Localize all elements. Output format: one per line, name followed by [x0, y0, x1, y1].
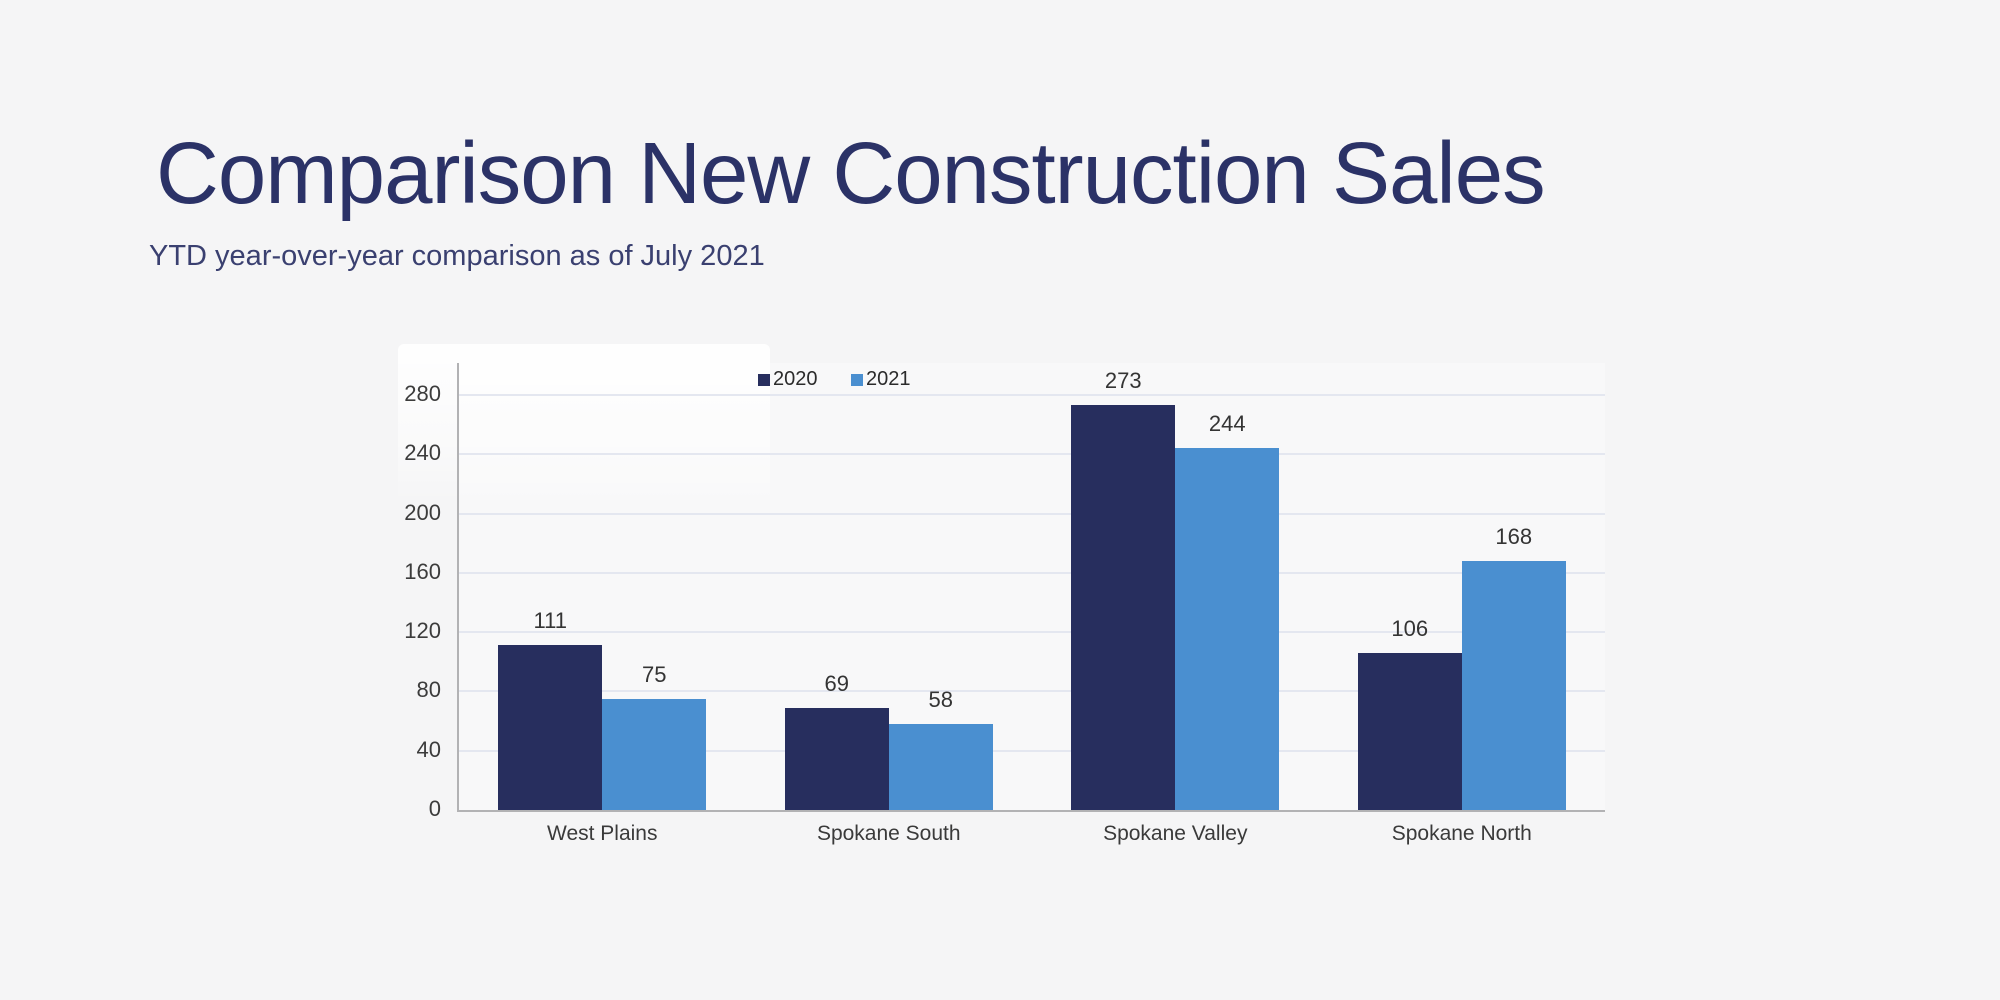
y-tick-label: 200 [404, 499, 441, 525]
legend-swatch-2020 [758, 374, 770, 386]
bar-value-label: 58 [928, 687, 953, 713]
bar-value-label: 106 [1391, 615, 1429, 641]
grid-line [459, 512, 1605, 515]
legend-label-2020: 2020 [773, 368, 818, 390]
x-category-label-spokane-valley: Spokane Valley [1103, 822, 1248, 845]
y-tick-label: 40 [416, 736, 441, 762]
x-category-label-spokane-north: Spokane North [1391, 822, 1532, 845]
bar-value-label: 273 [1104, 368, 1142, 394]
page-title: Comparison New Construction Sales [156, 125, 1546, 222]
y-tick-label: 240 [404, 440, 441, 466]
bar-2021-west-plains [602, 698, 707, 810]
page-subtitle: YTD year-over-year comparison as of July… [149, 240, 765, 272]
x-category-label-spokane-south: Spokane South [816, 822, 961, 845]
y-axis-line [457, 363, 459, 810]
bar-value-label: 111 [533, 608, 567, 634]
grid-line [459, 749, 1605, 752]
ghost-highlight-panel [398, 344, 770, 502]
x-axis-line [457, 810, 1605, 812]
y-tick-label: 120 [404, 618, 441, 644]
grid-line [459, 631, 1605, 634]
y-tick-label: 280 [404, 381, 441, 406]
bar-value-label: 69 [824, 670, 849, 696]
x-category-label-west-plains: West Plains [547, 822, 658, 845]
legend-swatch-2021 [851, 374, 863, 386]
grid-line [459, 394, 1605, 396]
bar-value-label: 244 [1208, 411, 1246, 437]
bar-2020-spokane-north [1357, 652, 1462, 810]
bar-2020-west-plains [498, 645, 603, 810]
bar-value-label: 168 [1495, 524, 1533, 549]
bar-2020-spokane-south [784, 707, 889, 810]
grid-line [459, 453, 1605, 456]
grid-line [459, 690, 1605, 693]
bar-value-label: 75 [642, 661, 667, 687]
legend-label-2021: 2021 [866, 368, 911, 390]
bar-2021-spokane-south [888, 724, 993, 810]
bar-2021-spokane-north [1461, 561, 1566, 810]
bar-2020-spokane-valley [1071, 405, 1176, 810]
bar-2021-spokane-valley [1175, 448, 1280, 810]
y-tick-label: 160 [404, 558, 441, 584]
grid-line [459, 571, 1605, 574]
y-tick-label: 0 [428, 796, 441, 821]
y-tick-label: 80 [416, 677, 441, 703]
